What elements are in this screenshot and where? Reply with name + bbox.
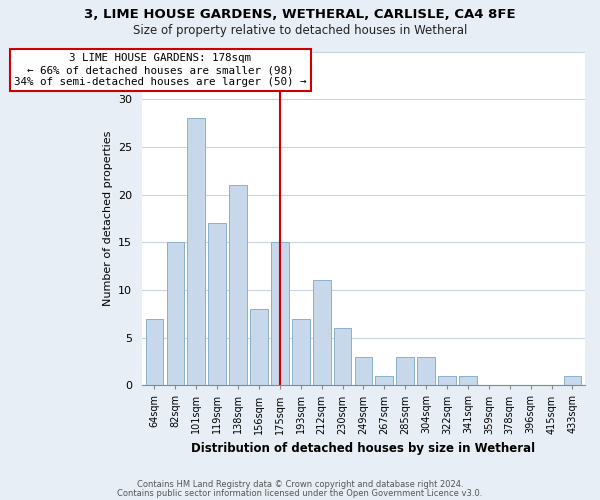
Bar [146,318,163,386]
Bar [563,376,581,386]
X-axis label: Distribution of detached houses by size in Wetheral: Distribution of detached houses by size … [191,442,536,455]
Bar [334,328,352,386]
Bar [208,223,226,386]
Bar [355,356,373,386]
Bar [459,376,477,386]
Y-axis label: Number of detached properties: Number of detached properties [103,130,113,306]
Bar [397,356,414,386]
Bar [271,242,289,386]
Bar [438,376,456,386]
Bar [313,280,331,386]
Bar [376,376,393,386]
Bar [229,185,247,386]
Text: Size of property relative to detached houses in Wetheral: Size of property relative to detached ho… [133,24,467,37]
Text: 3, LIME HOUSE GARDENS, WETHERAL, CARLISLE, CA4 8FE: 3, LIME HOUSE GARDENS, WETHERAL, CARLISL… [84,8,516,20]
Text: Contains public sector information licensed under the Open Government Licence v3: Contains public sector information licen… [118,490,482,498]
Bar [417,356,435,386]
Bar [167,242,184,386]
Bar [292,318,310,386]
Bar [187,118,205,386]
Text: Contains HM Land Registry data © Crown copyright and database right 2024.: Contains HM Land Registry data © Crown c… [137,480,463,489]
Bar [250,309,268,386]
Text: 3 LIME HOUSE GARDENS: 178sqm
← 66% of detached houses are smaller (98)
34% of se: 3 LIME HOUSE GARDENS: 178sqm ← 66% of de… [14,54,307,86]
